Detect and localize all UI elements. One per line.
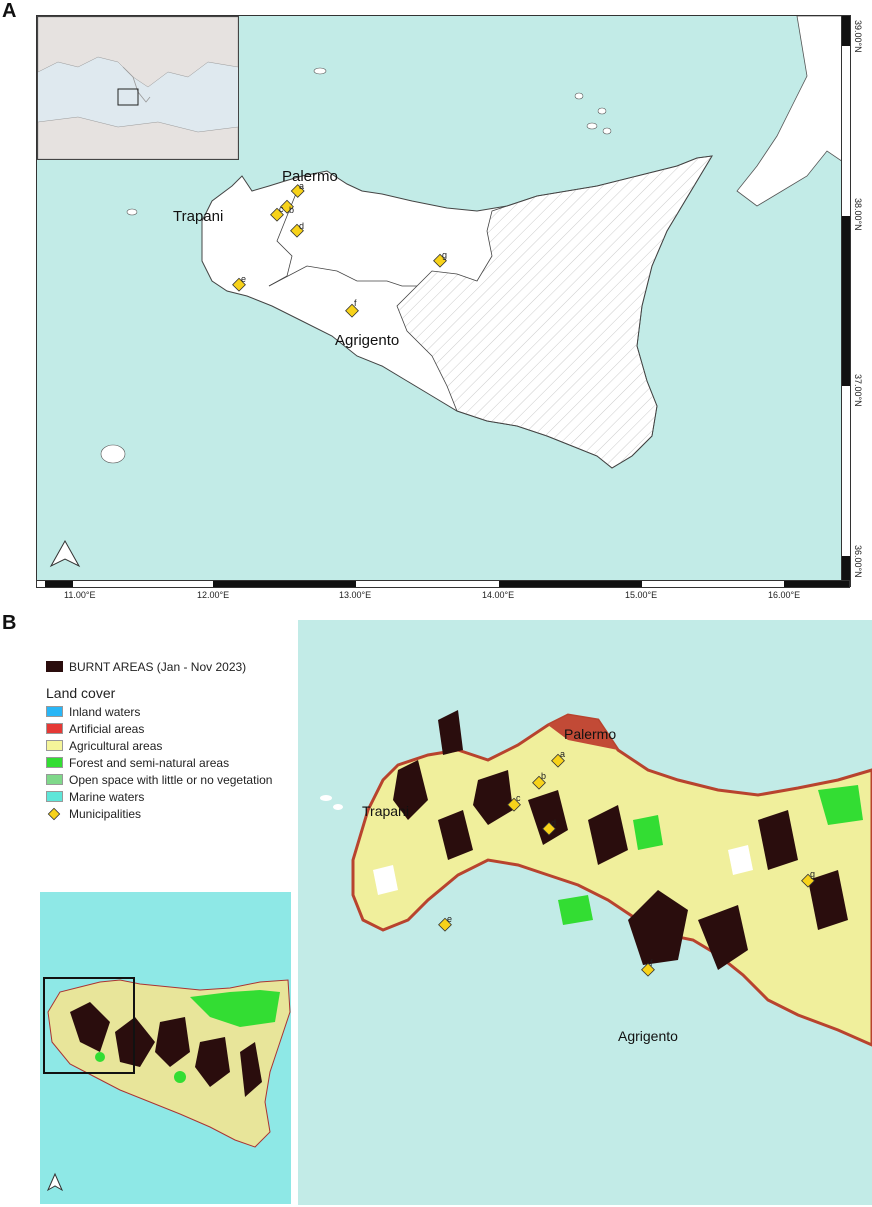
marker-f: f bbox=[345, 298, 359, 318]
svg-text:f: f bbox=[354, 298, 357, 308]
marker-a: a bbox=[551, 749, 565, 768]
legend-item: Agricultural areas bbox=[46, 737, 296, 754]
marker-b: b bbox=[280, 199, 294, 215]
lat-label-36: 36.00°N bbox=[853, 545, 863, 578]
legend-item-label: Artificial areas bbox=[69, 721, 145, 736]
map-western-sicily-land-cover[interactable]: a b c d e f g Palermo Trapani Agrigento bbox=[298, 620, 872, 1205]
svg-text:d: d bbox=[299, 221, 304, 231]
city-label-agrigento: Agrigento bbox=[335, 332, 400, 349]
svg-text:g: g bbox=[442, 250, 447, 260]
svg-text:b: b bbox=[541, 771, 546, 781]
island-small-b bbox=[333, 804, 343, 810]
lon-label-15: 15.00°E bbox=[625, 590, 658, 600]
city-label-agrigento-b: Agrigento bbox=[618, 1028, 678, 1044]
svg-text:e: e bbox=[447, 914, 452, 924]
marker-c: c bbox=[507, 793, 521, 812]
marker-e: e bbox=[438, 914, 452, 932]
lon-label-11: 11.00°E bbox=[64, 590, 96, 600]
svg-text:c: c bbox=[516, 793, 521, 803]
lat-label-39: 39.00°N bbox=[853, 20, 863, 53]
city-label-trapani-b: Trapani bbox=[362, 803, 409, 819]
lat-label-37: 37.00°N bbox=[853, 374, 863, 407]
swatch-burnt bbox=[46, 661, 63, 672]
diamond-marker-icon bbox=[47, 807, 61, 820]
legend-item-label: Open space with little or no vegetation bbox=[69, 772, 273, 787]
legend-burnt-areas: BURNT AREAS (Jan - Nov 2023) bbox=[46, 658, 296, 675]
legend-item: Inland waters bbox=[46, 703, 296, 720]
province-boundary-palermo-agrigento bbox=[268, 265, 417, 287]
lon-label-16: 16.00°E bbox=[768, 590, 801, 600]
marker-d: d bbox=[542, 818, 556, 836]
svg-text:f: f bbox=[650, 958, 653, 968]
svg-text:d: d bbox=[551, 818, 556, 828]
legend-item: Open space with little or no vegetation bbox=[46, 771, 296, 788]
legend: BURNT AREAS (Jan - Nov 2023) Land cover … bbox=[46, 658, 296, 822]
island-ustica bbox=[313, 67, 327, 75]
island-eolie-1 bbox=[586, 122, 598, 130]
city-label-palermo: Palermo bbox=[282, 168, 338, 185]
marker-f: f bbox=[641, 958, 655, 977]
inset-mediterranean bbox=[37, 16, 239, 160]
legend-item-label: Inland waters bbox=[69, 704, 141, 719]
lat-label-38: 38.00°N bbox=[853, 198, 863, 231]
island-eolie-3 bbox=[574, 92, 584, 100]
lon-label-13: 13.00°E bbox=[339, 590, 372, 600]
north-arrow-a bbox=[49, 539, 81, 568]
legend-item: Forest and semi-natural areas bbox=[46, 754, 296, 771]
island-egadi bbox=[126, 208, 138, 216]
city-label-trapani: Trapani bbox=[173, 208, 224, 225]
city-label-palermo-b: Palermo bbox=[564, 726, 617, 742]
marker-g: g bbox=[801, 869, 815, 888]
marker-d: d bbox=[290, 221, 304, 238]
lon-label-12: 12.00°E bbox=[197, 590, 230, 600]
legend-municipalities-label: Municipalities bbox=[69, 806, 142, 821]
marker-c: c bbox=[270, 204, 284, 222]
legend-land-cover-title: Land cover bbox=[46, 685, 116, 701]
latitude-scale-bar bbox=[841, 15, 851, 587]
map-a-svg: a b c d e f g bbox=[49, 16, 849, 568]
zoom-extent-box bbox=[43, 977, 135, 1074]
svg-text:g: g bbox=[810, 869, 815, 879]
marker-e: e bbox=[232, 274, 246, 292]
legend-item-label: Forest and semi-natural areas bbox=[69, 755, 230, 770]
map-sicily-land-cover-overview[interactable] bbox=[40, 892, 291, 1204]
legend-item: Artificial areas bbox=[46, 720, 296, 737]
island-eolie-2 bbox=[602, 127, 612, 135]
marker-a: a bbox=[290, 181, 305, 198]
marker-b: b bbox=[532, 771, 546, 790]
legend-item: Marine waters bbox=[46, 788, 296, 805]
svg-text:c: c bbox=[279, 204, 284, 214]
island-eolie-4 bbox=[597, 107, 607, 115]
legend-item-label: Marine waters bbox=[69, 789, 145, 804]
western-sicily-landcover bbox=[351, 713, 872, 1047]
svg-text:b: b bbox=[289, 205, 294, 215]
calabria-landmass bbox=[736, 16, 849, 207]
legend-municipalities: Municipalities bbox=[46, 805, 296, 822]
marker-g: g bbox=[433, 250, 447, 268]
svg-text:a: a bbox=[299, 181, 304, 191]
hatched-region bbox=[396, 155, 713, 469]
map-sicily-overview[interactable]: a b c d e f g Palermo Trapani Agrigento bbox=[36, 15, 850, 587]
island-pantelleria bbox=[100, 444, 126, 464]
north-arrow-b bbox=[46, 1172, 64, 1192]
legend-burnt-label: BURNT AREAS (Jan - Nov 2023) bbox=[69, 659, 247, 674]
svg-text:e: e bbox=[241, 274, 246, 284]
legend-item-label: Agricultural areas bbox=[69, 738, 163, 753]
panel-label-b: B bbox=[2, 612, 17, 634]
svg-text:a: a bbox=[560, 749, 565, 759]
panel-label-a: A bbox=[2, 0, 17, 22]
lon-label-14: 14.00°E bbox=[482, 590, 515, 600]
island-small-b bbox=[320, 795, 332, 801]
longitude-scale-bar bbox=[36, 580, 850, 588]
